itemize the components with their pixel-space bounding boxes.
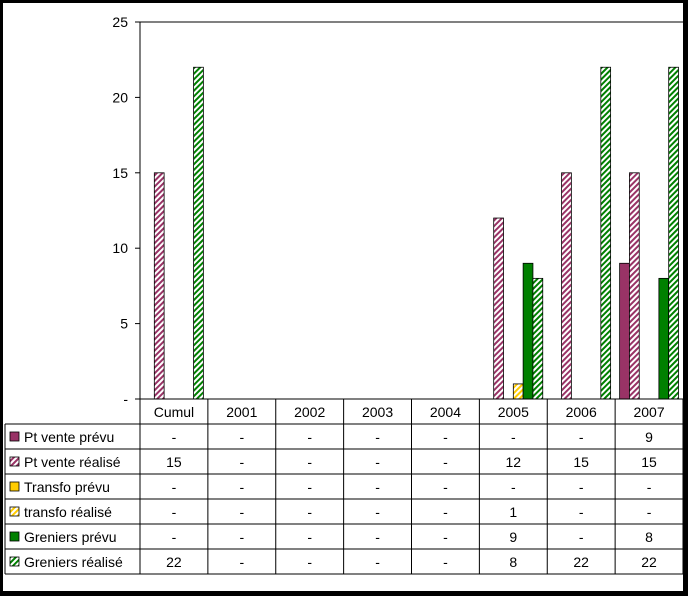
data-table: Cumul 2001 2002 2003 2004 2005 2006 2007 Pt vent… [4, 398, 683, 575]
data-label: - [375, 504, 380, 520]
series-name: Transfo prévu [24, 479, 110, 495]
bar [668, 66, 679, 400]
data-label: - [443, 504, 448, 520]
data-label: - [307, 529, 312, 545]
data-label: - [511, 429, 516, 445]
bar [153, 172, 165, 400]
data-label: - [375, 454, 380, 470]
series-name: Greniers prévu [24, 529, 117, 545]
data-label: - [579, 479, 584, 495]
y-tick-label: - [123, 391, 128, 407]
y-tick-label: 25 [112, 14, 128, 30]
data-label: - [579, 429, 584, 445]
data-label: - [239, 529, 244, 545]
data-label: 9 [509, 529, 517, 545]
data-label: - [307, 454, 312, 470]
data-label: - [443, 429, 448, 445]
data-label: - [443, 479, 448, 495]
category-label: 2002 [294, 404, 325, 420]
legend-key [9, 556, 20, 567]
data-label: - [172, 529, 177, 545]
category-label: 2005 [498, 404, 529, 420]
data-label: - [172, 504, 177, 520]
category-label: 2006 [566, 404, 597, 420]
data-label: - [647, 504, 652, 520]
data-label: 22 [166, 554, 182, 570]
bar [193, 66, 204, 400]
data-label: - [443, 454, 448, 470]
data-label: 22 [573, 554, 589, 570]
data-label: - [443, 529, 448, 545]
bar [493, 217, 504, 400]
legend-key [9, 431, 20, 442]
bars [153, 66, 679, 400]
y-tick-label: 5 [120, 316, 128, 332]
series-name: Pt vente prévu [24, 429, 114, 445]
data-label: - [172, 479, 177, 495]
data-label: - [511, 479, 516, 495]
data-label: - [307, 554, 312, 570]
series-name: Greniers réalisé [24, 554, 123, 570]
data-label: - [579, 529, 584, 545]
plot-area [139, 21, 683, 399]
y-tick-label: 15 [112, 165, 128, 181]
data-label: 15 [641, 454, 657, 470]
bar [512, 383, 524, 400]
data-label: - [239, 454, 244, 470]
legend-key [9, 531, 20, 542]
category-label: Cumul [154, 404, 194, 420]
data-label: 15 [573, 454, 589, 470]
data-label: 1 [509, 504, 517, 520]
data-label: 22 [641, 554, 657, 570]
bar [619, 262, 630, 400]
data-label: - [172, 429, 177, 445]
data-label: - [375, 529, 380, 545]
bar-chart: - 5 10 15 20 25 Cumul 2001 2002 2003 2004 2005 2006… [4, 14, 683, 575]
category-label: 2003 [362, 404, 393, 420]
bar [629, 172, 640, 400]
bar [532, 277, 544, 400]
category-label: 2004 [430, 404, 461, 420]
data-label: 15 [166, 454, 182, 470]
data-label: - [307, 429, 312, 445]
data-label: - [307, 504, 312, 520]
y-tick-label: 10 [112, 240, 128, 256]
series-name: transfo réalisé [24, 504, 112, 520]
data-label: - [375, 429, 380, 445]
chart-frame: - 5 10 15 20 25 Cumul 2001 2002 2003 2004 2005 2006… [3, 3, 683, 591]
data-label: - [239, 429, 244, 445]
bar [658, 277, 670, 400]
category-label: 2007 [633, 404, 664, 420]
data-label: 8 [645, 529, 653, 545]
data-label: - [239, 479, 244, 495]
data-label: - [239, 504, 244, 520]
y-tick-label: 20 [112, 89, 128, 105]
legend-key [9, 481, 20, 492]
data-label: - [375, 554, 380, 570]
y-axis: - 5 10 15 20 25 [112, 14, 140, 407]
bar [522, 262, 534, 400]
data-label: 8 [509, 554, 517, 570]
legend-key [9, 506, 20, 517]
data-label: - [239, 554, 244, 570]
category-label: 2001 [226, 404, 257, 420]
series-name: Pt vente réalisé [24, 454, 121, 470]
data-label: 9 [645, 429, 653, 445]
legend-key [9, 456, 20, 467]
bar [600, 66, 612, 400]
data-label: - [579, 504, 584, 520]
data-label: - [375, 479, 380, 495]
data-label: - [307, 479, 312, 495]
data-label: - [443, 554, 448, 570]
bar [561, 172, 572, 400]
data-label: - [647, 479, 652, 495]
data-label: 12 [506, 454, 522, 470]
